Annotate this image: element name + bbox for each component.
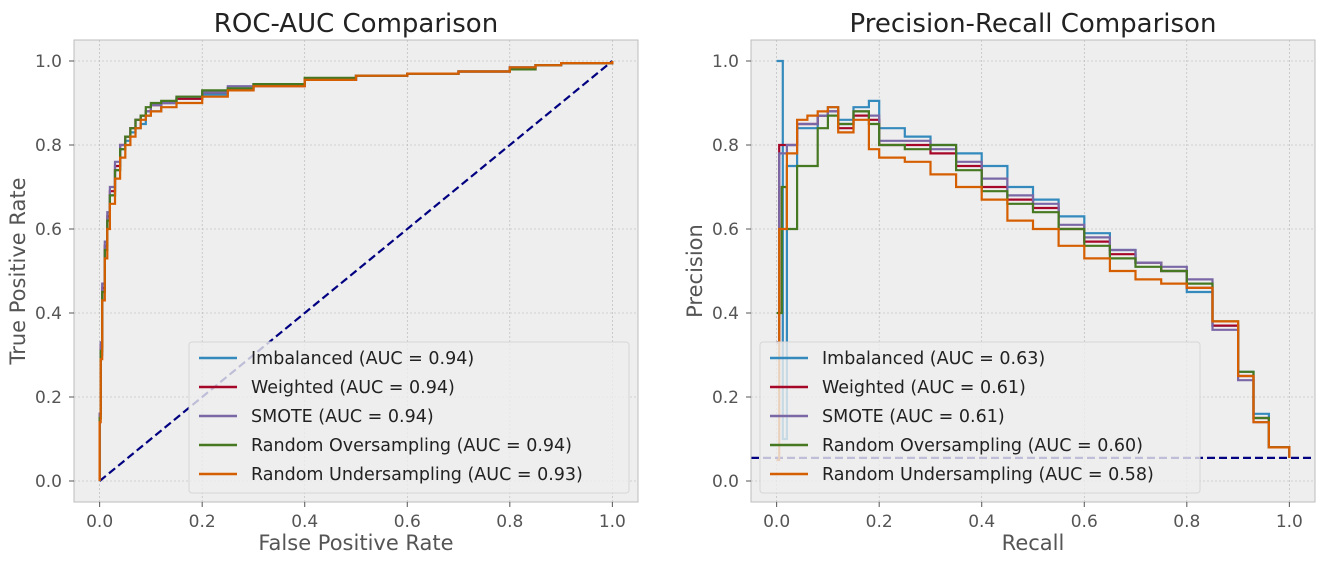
pr-x-tick-label: 0.8: [1173, 512, 1200, 532]
roc-legend-label: Weighted (AUC = 0.94): [251, 378, 455, 398]
pr-y-tick-label: 0.4: [712, 304, 739, 324]
pr-series-line: [776, 106, 1291, 462]
roc-chance-line: [98, 60, 614, 482]
pr-x-tick-label: 0.0: [763, 512, 790, 532]
roc-x-tick-label: 0.0: [86, 512, 113, 532]
pr-y-tick-label: 1.0: [712, 52, 739, 72]
roc-y-tick-label: 0.6: [35, 220, 62, 240]
pr-x-tick-label: 0.2: [866, 512, 893, 532]
roc-legend-label: Random Undersampling (AUC = 0.93): [251, 465, 583, 485]
roc-x-tick-label: 0.8: [496, 512, 523, 532]
roc-legend-label: Imbalanced (AUC = 0.94): [251, 349, 474, 369]
roc-ticks: 0.0 0.2 0.4 0.6 0.8 1.0 0.0 0.2 0.4 0.6 0.8 1.0: [35, 52, 626, 532]
pr-legend-label: Random Oversampling (AUC = 0.60): [822, 436, 1143, 456]
pr-x-axis-label: Recall: [1002, 531, 1065, 555]
roc-legend: Imbalanced (AUC = 0.94) Weighted (AUC = 0…: [188, 341, 630, 494]
roc-series-group: [98, 61, 614, 481]
pr-x-tick-label: 0.4: [968, 512, 995, 532]
pr-ticks: 0.0 0.2 0.4 0.6 0.8 1.0 0.0 0.2 0.4 0.6 0.8 1.0: [712, 52, 1303, 532]
pr-title: Precision-Recall Comparison: [850, 9, 1217, 39]
pr-legend-label: Imbalanced (AUC = 0.63): [822, 349, 1045, 369]
pr-y-tick-label: 0.6: [712, 220, 739, 240]
pr-legend-box: [759, 341, 1201, 494]
pr-y-tick-label: 0.0: [712, 472, 739, 492]
pr-legend-label: Random Undersampling (AUC = 0.58): [822, 465, 1154, 485]
pr-x-tick-label: 0.6: [1071, 512, 1098, 532]
roc-x-tick-label: 0.4: [291, 512, 318, 532]
pr-chart: 0.0 0.2 0.4 0.6 0.8 1.0 0.0 0.2 0.4 0.6 0.8 1.0 Pre…: [683, 9, 1316, 555]
pr-legend-label: Weighted (AUC = 0.61): [822, 378, 1026, 398]
roc-x-tick-label: 0.2: [189, 512, 216, 532]
roc-plot-frame: [73, 39, 639, 503]
roc-y-axis-label: True Positive Rate: [6, 177, 30, 365]
roc-x-tick-label: 0.6: [394, 512, 421, 532]
roc-y-tick-label: 0.2: [35, 388, 62, 408]
pr-legend: Imbalanced (AUC = 0.63) Weighted (AUC = 0…: [759, 341, 1201, 494]
pr-series-group: [776, 59, 1291, 462]
roc-legend-label: SMOTE (AUC = 0.94): [251, 407, 434, 427]
roc-legend-label: Random Oversampling (AUC = 0.94): [251, 436, 572, 456]
roc-series-line: [98, 61, 614, 481]
roc-y-tick-label: 1.0: [35, 52, 62, 72]
pr-y-axis-label: Precision: [683, 224, 707, 318]
roc-x-tick-label: 1.0: [599, 512, 626, 532]
roc-chart: 0.0 0.2 0.4 0.6 0.8 1.0 0.0 0.2 0.4 0.6 0.8 1.0 ROC…: [6, 9, 639, 555]
pr-y-tick-label: 0.2: [712, 388, 739, 408]
pr-legend-label: SMOTE (AUC = 0.61): [822, 407, 1005, 427]
roc-y-tick-label: 0.4: [35, 304, 62, 324]
roc-title: ROC-AUC Comparison: [214, 9, 498, 39]
roc-legend-box: [188, 341, 630, 494]
roc-y-tick-label: 0.0: [35, 472, 62, 492]
pr-plot-frame: [750, 39, 1316, 503]
roc-y-tick-label: 0.8: [35, 136, 62, 156]
pr-y-tick-label: 0.8: [712, 136, 739, 156]
pr-x-tick-label: 1.0: [1276, 512, 1303, 532]
roc-x-axis-label: False Positive Rate: [258, 531, 453, 555]
roc-baseline: [98, 60, 614, 482]
